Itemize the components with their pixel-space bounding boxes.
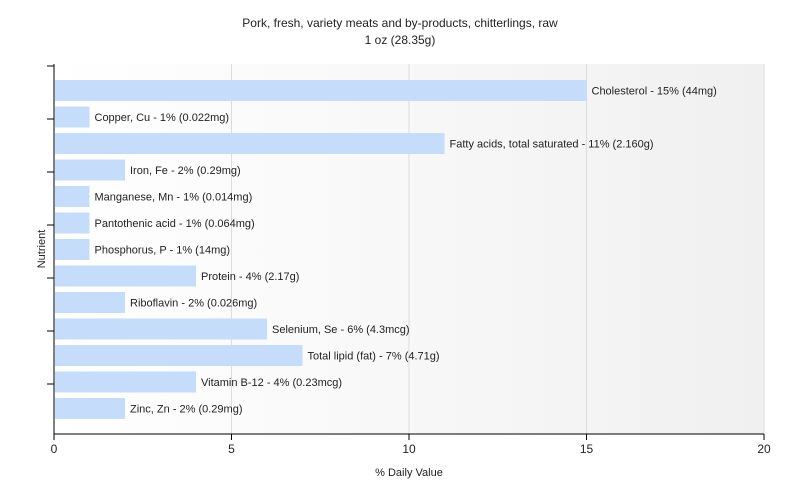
bar	[55, 345, 303, 366]
x-tick-label: 0	[51, 442, 58, 456]
x-tick-label: 20	[757, 442, 771, 456]
y-axis-label: Nutrient	[36, 230, 48, 269]
gridlines	[231, 64, 765, 434]
x-tick-label: 5	[228, 442, 235, 456]
bar-label: Fatty acids, total saturated - 11% (2.16…	[450, 139, 654, 151]
bar-label: Pantothenic acid - 1% (0.064mg)	[95, 218, 255, 230]
x-axis-label: % Daily Value	[375, 467, 443, 479]
bar-label: Cholesterol - 15% (44mg)	[592, 86, 717, 98]
bar	[55, 398, 125, 419]
bar	[55, 212, 90, 234]
bar	[55, 371, 196, 393]
bar-label: Protein - 4% (2.17g)	[201, 271, 299, 283]
bar-label: Phosphorus, P - 1% (14mg)	[95, 245, 231, 257]
bar	[55, 80, 587, 101]
bar	[55, 186, 90, 207]
chart-subtitle: 1 oz (28.35g)	[365, 33, 436, 47]
bar-label: Riboflavin - 2% (0.026mg)	[130, 298, 257, 310]
bars-group: Cholesterol - 15% (44mg) Copper, Cu - 1% …	[55, 80, 717, 419]
bar	[55, 265, 196, 287]
bar-label: Vitamin B-12 - 4% (0.23mcg)	[201, 377, 342, 389]
x-tick-label: 15	[580, 442, 594, 456]
bar-label: Zinc, Zn - 2% (0.29mg)	[130, 404, 242, 416]
bar	[55, 292, 125, 313]
bar	[55, 239, 90, 260]
bar-label: Iron, Fe - 2% (0.29mg)	[130, 165, 241, 177]
bar-label: Selenium, Se - 6% (4.3mcg)	[272, 324, 410, 336]
bar	[55, 318, 267, 340]
bar	[55, 106, 90, 128]
bar-label: Total lipid (fat) - 7% (4.71g)	[308, 351, 440, 363]
bar	[55, 133, 445, 154]
chart-title: Pork, fresh, variety meats and by-produc…	[242, 16, 558, 30]
bar	[55, 159, 125, 181]
x-tick-label: 10	[402, 442, 416, 456]
bar-label: Manganese, Mn - 1% (0.014mg)	[95, 192, 253, 204]
bar-label: Copper, Cu - 1% (0.022mg)	[95, 112, 230, 124]
axes-group: 0 5 10 15 20	[47, 64, 771, 456]
